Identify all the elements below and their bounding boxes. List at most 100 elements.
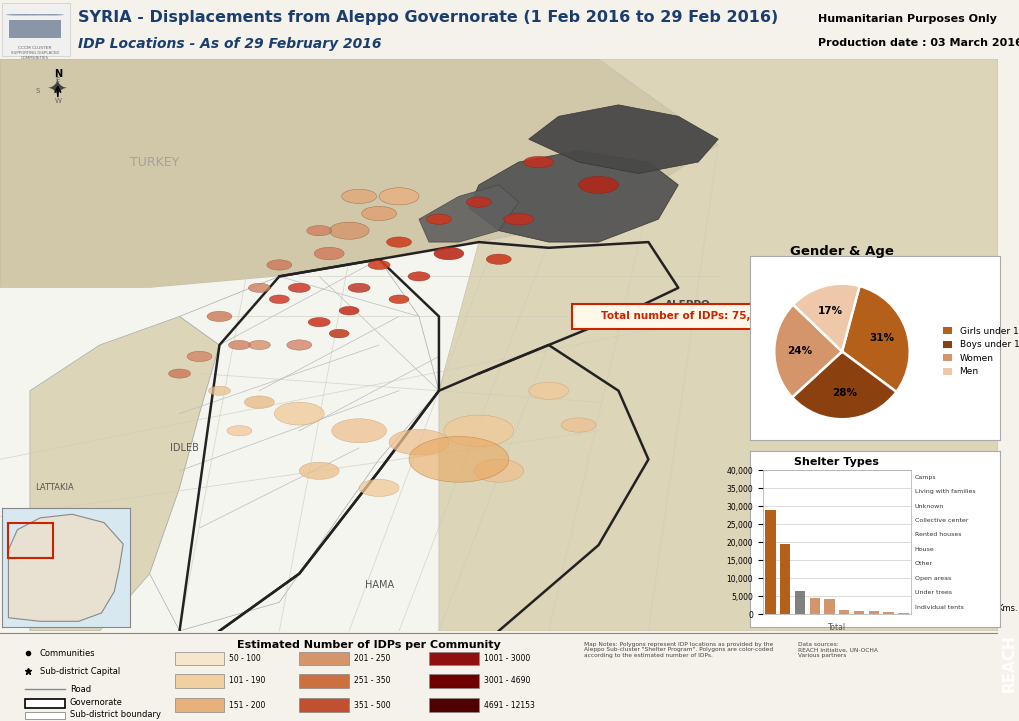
- Title: Gender & Age: Gender & Age: [790, 245, 893, 258]
- Polygon shape: [0, 59, 717, 288]
- Bar: [174, 652, 224, 665]
- Ellipse shape: [245, 396, 274, 409]
- Text: Total number of IDPs: 75,775: Total number of IDPs: 75,775: [600, 311, 771, 321]
- Text: 201 - 250: 201 - 250: [354, 654, 390, 663]
- Bar: [809, 598, 819, 614]
- Text: Kms.: Kms.: [997, 603, 1017, 613]
- Polygon shape: [469, 151, 678, 242]
- Text: ALEPPO: ALEPPO: [664, 300, 710, 310]
- Bar: [174, 699, 224, 712]
- Text: LATTAKIA: LATTAKIA: [36, 484, 74, 492]
- Text: CCCM CLUSTER: CCCM CLUSTER: [18, 46, 52, 50]
- Text: 24%: 24%: [787, 346, 812, 356]
- Text: Under trees: Under trees: [914, 590, 951, 595]
- Ellipse shape: [433, 247, 464, 260]
- Ellipse shape: [486, 254, 511, 265]
- Text: SUPPORTING DISPLACED: SUPPORTING DISPLACED: [11, 51, 59, 56]
- Text: Total: Total: [827, 623, 845, 632]
- Text: SYRIA - Displacements from Aleppo Governorate (1 Feb 2016 to 29 Feb 2016): SYRIA - Displacements from Aleppo Govern…: [77, 10, 777, 25]
- Text: Other: Other: [914, 562, 931, 566]
- Wedge shape: [792, 351, 896, 419]
- Text: Data sources:
REACH Initiative, UN-OCHA
Various partners: Data sources: REACH Initiative, UN-OCHA …: [797, 642, 877, 658]
- Bar: [882, 612, 893, 614]
- Bar: [839, 610, 849, 614]
- Text: 17%: 17%: [817, 306, 843, 316]
- Text: Open areas: Open areas: [914, 576, 950, 580]
- Text: S: S: [36, 87, 40, 94]
- Polygon shape: [150, 260, 438, 631]
- Bar: [24, 19, 43, 38]
- Text: TURKEY: TURKEY: [129, 156, 179, 169]
- Ellipse shape: [528, 382, 568, 399]
- Polygon shape: [438, 59, 997, 631]
- Text: HAMA: HAMA: [364, 580, 393, 590]
- Ellipse shape: [347, 283, 370, 293]
- Text: IDP Locations - As of 29 February 2016: IDP Locations - As of 29 February 2016: [77, 37, 381, 51]
- Ellipse shape: [339, 306, 359, 315]
- Bar: [898, 613, 908, 614]
- Bar: [429, 674, 478, 688]
- Ellipse shape: [308, 317, 330, 327]
- Bar: [299, 652, 348, 665]
- Ellipse shape: [331, 419, 386, 443]
- Ellipse shape: [286, 340, 312, 350]
- Bar: [853, 611, 863, 614]
- Text: 1001 - 3000: 1001 - 3000: [483, 654, 530, 663]
- Ellipse shape: [466, 197, 491, 207]
- Bar: [174, 674, 224, 688]
- FancyBboxPatch shape: [571, 304, 799, 329]
- Text: Camps: Camps: [914, 475, 935, 479]
- Ellipse shape: [388, 429, 448, 455]
- Text: Communities: Communities: [40, 649, 96, 658]
- Ellipse shape: [228, 340, 250, 350]
- Bar: [868, 611, 878, 614]
- Text: 20: 20: [972, 612, 981, 622]
- Ellipse shape: [307, 226, 331, 236]
- Wedge shape: [773, 304, 842, 397]
- Ellipse shape: [208, 386, 230, 395]
- Text: 351 - 500: 351 - 500: [354, 701, 390, 709]
- Ellipse shape: [329, 329, 348, 338]
- Bar: [794, 591, 804, 614]
- Bar: [823, 599, 834, 614]
- Text: 4691 - 12153: 4691 - 12153: [483, 701, 534, 709]
- Circle shape: [6, 14, 30, 15]
- Text: Estimated Number of IDPs per Community: Estimated Number of IDPs per Community: [237, 640, 500, 650]
- Text: 3001 - 4690: 3001 - 4690: [483, 676, 530, 686]
- Bar: [43, 19, 61, 38]
- Circle shape: [22, 14, 46, 15]
- Ellipse shape: [523, 156, 553, 168]
- Polygon shape: [419, 185, 519, 242]
- Ellipse shape: [379, 187, 419, 205]
- Polygon shape: [0, 59, 997, 631]
- Ellipse shape: [341, 189, 376, 203]
- Ellipse shape: [329, 222, 369, 239]
- Text: House: House: [914, 547, 933, 552]
- Text: Humanitarian Purposes Only: Humanitarian Purposes Only: [817, 14, 996, 24]
- Text: Sub-district boundary: Sub-district boundary: [69, 710, 161, 719]
- Text: N: N: [54, 69, 62, 79]
- Ellipse shape: [168, 369, 191, 378]
- Wedge shape: [793, 284, 859, 351]
- Text: REACH: REACH: [1001, 634, 1015, 692]
- Ellipse shape: [474, 459, 523, 482]
- Ellipse shape: [443, 415, 514, 446]
- Polygon shape: [528, 105, 717, 174]
- Ellipse shape: [249, 340, 270, 350]
- Text: W: W: [54, 98, 61, 104]
- Bar: [299, 699, 348, 712]
- Text: 0: 0: [815, 612, 819, 622]
- Text: Production date : 03 March 2016: Production date : 03 March 2016: [817, 37, 1019, 48]
- Legend: Girls under 18, Boys under 18, Women, Men: Girls under 18, Boys under 18, Women, Me…: [938, 323, 1019, 380]
- Text: Collective center: Collective center: [914, 518, 967, 523]
- Ellipse shape: [226, 425, 252, 436]
- Ellipse shape: [362, 206, 396, 221]
- Bar: [299, 674, 348, 688]
- Bar: [780, 544, 790, 614]
- Ellipse shape: [207, 311, 231, 322]
- Text: Sub-district Capital: Sub-district Capital: [40, 667, 120, 676]
- Text: Unknown: Unknown: [914, 504, 943, 508]
- Title: Shelter Types: Shelter Types: [794, 456, 878, 466]
- Ellipse shape: [388, 295, 409, 304]
- Text: 151 - 200: 151 - 200: [229, 701, 266, 709]
